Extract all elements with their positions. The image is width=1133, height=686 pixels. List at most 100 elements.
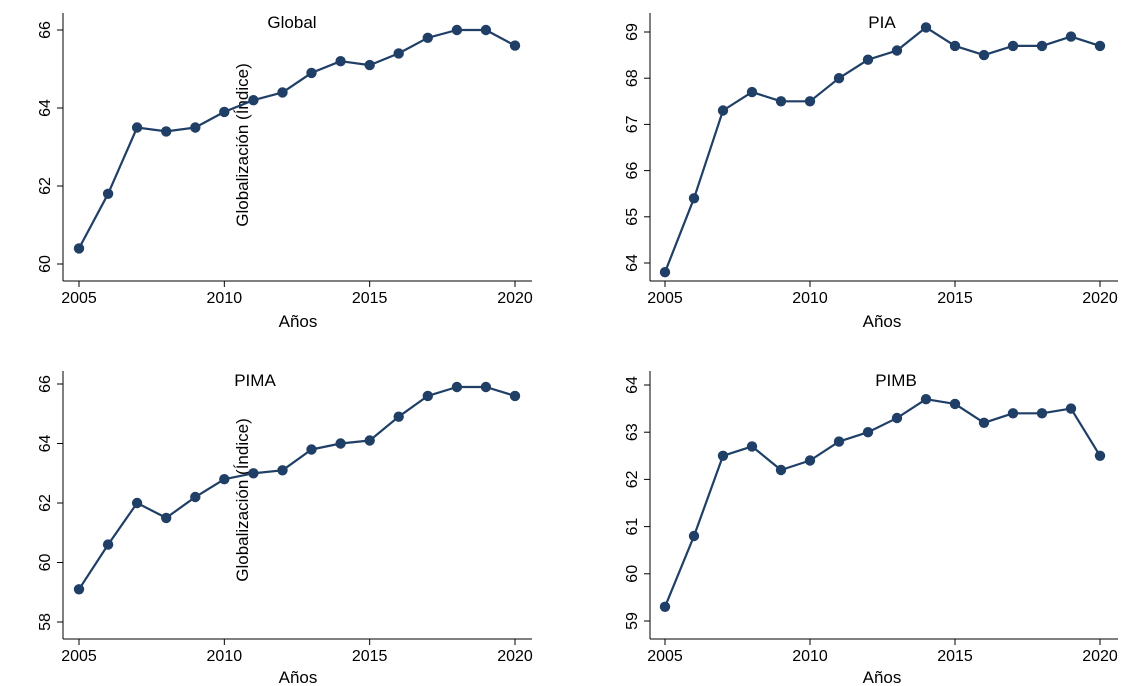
data-point <box>891 412 903 424</box>
data-point <box>659 267 671 278</box>
data-point <box>509 390 521 402</box>
data-point <box>920 394 932 405</box>
data-point <box>775 464 787 476</box>
data-point <box>1065 31 1077 42</box>
y-ticks: 60 62 64 66 <box>37 21 63 273</box>
data-point <box>480 381 492 393</box>
data-point <box>102 539 114 550</box>
y-ticks: 58 60 62 64 66 <box>37 375 63 631</box>
y-tick-label: 60 <box>37 554 54 572</box>
x-tick-label: 2010 <box>792 648 828 665</box>
data-series <box>659 394 1106 612</box>
data-series <box>659 22 1106 278</box>
data-point <box>190 122 201 133</box>
data-point <box>190 491 201 503</box>
data-point <box>131 122 143 133</box>
data-point <box>833 436 845 447</box>
panel-global: Global Años Globalización (Índice) 2005 2… <box>37 13 533 331</box>
y-tick-label: 59 <box>624 612 641 630</box>
data-point <box>248 95 259 106</box>
x-tick-label: 2015 <box>937 290 973 307</box>
data-point <box>306 67 317 79</box>
data-point <box>804 96 816 107</box>
x-tick-label: 2010 <box>207 290 243 307</box>
data-point <box>862 427 874 438</box>
data-point <box>364 59 375 71</box>
data-point <box>161 126 172 137</box>
data-point <box>717 105 729 116</box>
data-point <box>1036 40 1048 52</box>
x-axis-label: Años <box>863 312 902 331</box>
x-tick-label: 2015 <box>352 648 388 665</box>
y-tick-label: 66 <box>37 21 54 39</box>
data-point <box>1036 408 1048 419</box>
data-point <box>775 96 787 107</box>
x-ticks: 2005 2010 2015 2020 <box>647 281 1118 307</box>
data-point <box>920 22 932 33</box>
data-point <box>422 390 433 402</box>
data-series <box>73 381 521 595</box>
y-tick-label: 58 <box>37 613 54 631</box>
data-point <box>1065 403 1077 414</box>
data-point <box>1007 408 1019 419</box>
data-point <box>451 24 463 36</box>
x-tick-label: 2015 <box>937 648 973 665</box>
y-tick-label: 69 <box>624 23 641 41</box>
data-series <box>73 24 521 254</box>
data-point <box>131 497 143 509</box>
data-point <box>1094 450 1106 461</box>
y-tick-label: 64 <box>624 376 641 394</box>
data-point <box>688 530 700 542</box>
x-tick-label: 2015 <box>352 290 388 307</box>
data-point <box>277 87 288 98</box>
x-axis-label: Años <box>863 668 902 686</box>
y-tick-label: 64 <box>37 435 54 453</box>
y-tick-label: 60 <box>37 255 54 273</box>
series-line <box>78 28 516 249</box>
panel-title: Global <box>267 13 316 32</box>
data-point <box>688 193 700 204</box>
x-ticks: 2005 2010 2015 2020 <box>647 639 1118 665</box>
y-tick-label: 66 <box>37 375 54 393</box>
data-point <box>949 398 961 410</box>
y-tick-label: 62 <box>37 177 54 195</box>
data-point <box>393 411 404 422</box>
x-tick-label: 2005 <box>61 290 97 307</box>
x-tick-label: 2020 <box>1082 648 1118 665</box>
y-axis-label: Globalización (Índice) <box>233 63 252 226</box>
data-point <box>1007 40 1019 52</box>
data-point <box>833 73 845 84</box>
series-line <box>663 398 1101 608</box>
data-point <box>717 450 729 461</box>
data-point <box>364 435 375 446</box>
data-point <box>73 243 85 254</box>
data-point <box>804 455 816 466</box>
data-point <box>659 601 671 612</box>
data-point <box>335 56 346 67</box>
x-ticks: 2005 2010 2015 2020 <box>61 639 533 665</box>
data-point <box>277 465 288 476</box>
data-point <box>248 468 259 479</box>
data-point <box>1094 40 1106 52</box>
data-point <box>949 40 961 52</box>
y-axis-label: Globalización (Índice) <box>233 418 252 581</box>
panel-pia: PIA Años 2005 2010 2015 2020 64 65 66 67 68 69 <box>624 13 1118 331</box>
x-tick-label: 2020 <box>497 648 533 665</box>
y-tick-label: 65 <box>624 208 641 226</box>
x-tick-label: 2005 <box>647 648 683 665</box>
y-tick-label: 67 <box>624 115 641 133</box>
data-point <box>451 381 463 393</box>
y-tick-label: 68 <box>624 69 641 87</box>
x-ticks: 2005 2010 2015 2020 <box>61 281 533 307</box>
data-point <box>891 45 903 56</box>
x-tick-label: 2010 <box>792 290 828 307</box>
data-point <box>978 417 990 428</box>
data-point <box>480 24 492 36</box>
panel-title: PIMA <box>234 371 276 390</box>
panel-title: PIA <box>868 13 896 32</box>
data-point <box>73 584 85 595</box>
y-tick-label: 60 <box>624 565 641 583</box>
y-tick-label: 61 <box>624 518 641 536</box>
y-tick-label: 64 <box>624 254 641 272</box>
